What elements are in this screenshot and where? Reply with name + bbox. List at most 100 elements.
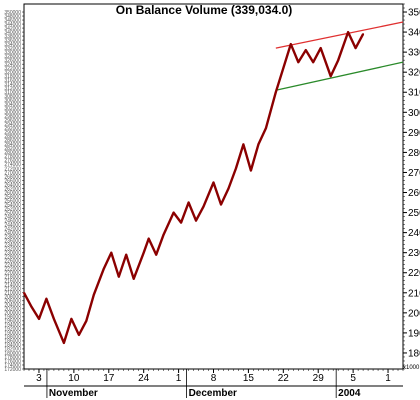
y-tick-label-left: 344000 xyxy=(4,22,21,28)
y-tick-label-left: 236000 xyxy=(4,238,21,244)
obv-data-point xyxy=(282,67,285,70)
y-tick-label-left: 338000 xyxy=(4,34,21,40)
x-tick-label: 8 xyxy=(211,373,217,384)
month-label: December xyxy=(189,388,237,399)
y-tick-label-left: 176000 xyxy=(4,359,21,365)
y-tick-label-left: 256000 xyxy=(4,198,21,204)
obv-data-point xyxy=(162,233,165,236)
obv-data-point xyxy=(62,342,65,344)
obv-data-point xyxy=(274,91,277,94)
y-tick-label-right: 190 xyxy=(408,328,420,339)
y-tick-label-left: 230000 xyxy=(4,250,21,256)
y-tick-label-left: 262000 xyxy=(4,186,21,192)
x-tick-label: 24 xyxy=(138,373,150,384)
obv-data-point xyxy=(319,47,322,50)
obv-data-point xyxy=(220,203,222,206)
obv-data-point xyxy=(155,253,158,256)
obv-data-point xyxy=(304,49,307,52)
x-tick-label: 1 xyxy=(385,373,391,384)
y-tick-label-left: 198000 xyxy=(4,315,21,321)
y-tick-label-left: 310000 xyxy=(4,90,21,96)
y-tick-label-left: 314000 xyxy=(4,82,21,88)
y-tick-label-left: 350000 xyxy=(4,10,21,16)
y-tick-label-left: 272000 xyxy=(4,166,21,172)
y-tick-label-right: 310 xyxy=(408,88,420,99)
y-tick-label-right: 240 xyxy=(408,228,420,239)
y-tick-label-left: 284000 xyxy=(4,142,21,148)
y-tick-label-left: 254000 xyxy=(4,202,21,208)
obv-data-point xyxy=(242,143,245,146)
y-tick-label-right: 300 xyxy=(408,108,420,119)
obv-data-point xyxy=(180,221,182,224)
x-tick-label: 17 xyxy=(103,373,115,384)
y-tick-label-left: 340000 xyxy=(4,30,21,36)
y-tick-label-left: 280000 xyxy=(4,150,21,156)
y-tick-label-left: 182000 xyxy=(4,347,21,353)
y-tick-label-left: 200000 xyxy=(4,311,21,317)
x-tick-label: 1 xyxy=(176,373,182,384)
obv-data-point xyxy=(235,167,237,170)
obv-data-point xyxy=(53,317,55,320)
y-tick-label-left: 312000 xyxy=(4,86,21,92)
y-tick-label-left: 222000 xyxy=(4,267,21,273)
y-tick-label-left: 224000 xyxy=(4,263,21,269)
obv-data-point xyxy=(30,305,33,308)
obv-data-point xyxy=(354,47,357,50)
x-tick-label: 22 xyxy=(278,373,290,384)
obv-data-point xyxy=(195,219,197,222)
x-tick-label: 5 xyxy=(350,373,356,384)
y-tick-label-left: 246000 xyxy=(4,218,21,224)
y-tick-label-left: 294000 xyxy=(4,122,21,128)
obv-data-point xyxy=(125,253,128,256)
y-tick-label-left: 304000 xyxy=(4,102,21,108)
y-tick-label-right: 260 xyxy=(408,188,420,199)
y-tick-label-left: 332000 xyxy=(4,46,21,52)
y-tick-label-left: 192000 xyxy=(4,327,21,333)
y-tick-label-left: 260000 xyxy=(4,190,21,196)
y-tick-label-left: 316000 xyxy=(4,78,21,84)
trendline xyxy=(275,61,404,91)
x-tick-label: 15 xyxy=(243,373,255,384)
y-tick-label-left: 288000 xyxy=(4,134,21,140)
obv-data-point xyxy=(227,187,230,190)
y-tick-label-left: 212000 xyxy=(4,287,21,293)
y-tick-label-left: 334000 xyxy=(4,42,21,48)
y-tick-label-right: 290 xyxy=(408,128,420,139)
obv-data-point xyxy=(172,211,175,214)
y-tick-label-left: 228000 xyxy=(4,254,21,260)
obv-data-point xyxy=(77,334,80,336)
y-tick-label-right: 200 xyxy=(408,308,420,319)
y-tick-label-left: 242000 xyxy=(4,226,21,232)
y-tick-label-left: 302000 xyxy=(4,106,21,112)
obv-data-point xyxy=(257,143,260,146)
y-tick-label-left: 268000 xyxy=(4,174,21,180)
x-tick-label: 3 xyxy=(36,373,42,384)
y-tick-label-left: 202000 xyxy=(4,307,21,313)
y-tick-label-left: 264000 xyxy=(4,182,21,188)
y-tick-label-left: 328000 xyxy=(4,54,21,60)
y-tick-label-left: 282000 xyxy=(4,146,21,152)
y-tick-label-right: 330 xyxy=(408,48,420,59)
y-tick-label-left: 292000 xyxy=(4,126,21,132)
month-label: 2004 xyxy=(338,388,361,399)
y-tick-label-left: 296000 xyxy=(4,118,21,124)
y-tick-label-left: 180000 xyxy=(4,351,21,357)
y-tick-label-left: 190000 xyxy=(4,331,21,337)
y-tick-label-left: 240000 xyxy=(4,230,21,236)
obv-data-point xyxy=(250,169,252,172)
y-tick-label-left: 218000 xyxy=(4,275,21,281)
y-tick-label-left: 286000 xyxy=(4,138,21,144)
y-tick-label-left: 252000 xyxy=(4,206,21,212)
y-tick-label-left: 320000 xyxy=(4,70,21,76)
obv-data-point xyxy=(38,317,40,320)
obv-data-point xyxy=(362,33,365,35)
x-tick-label: 10 xyxy=(68,373,80,384)
obv-data-point xyxy=(23,291,25,294)
y-tick-label-right: 180 xyxy=(408,348,420,359)
obv-data-point xyxy=(92,293,95,296)
y-tick-label-left: 266000 xyxy=(4,178,21,184)
y-tick-label-left: 330000 xyxy=(4,50,21,56)
